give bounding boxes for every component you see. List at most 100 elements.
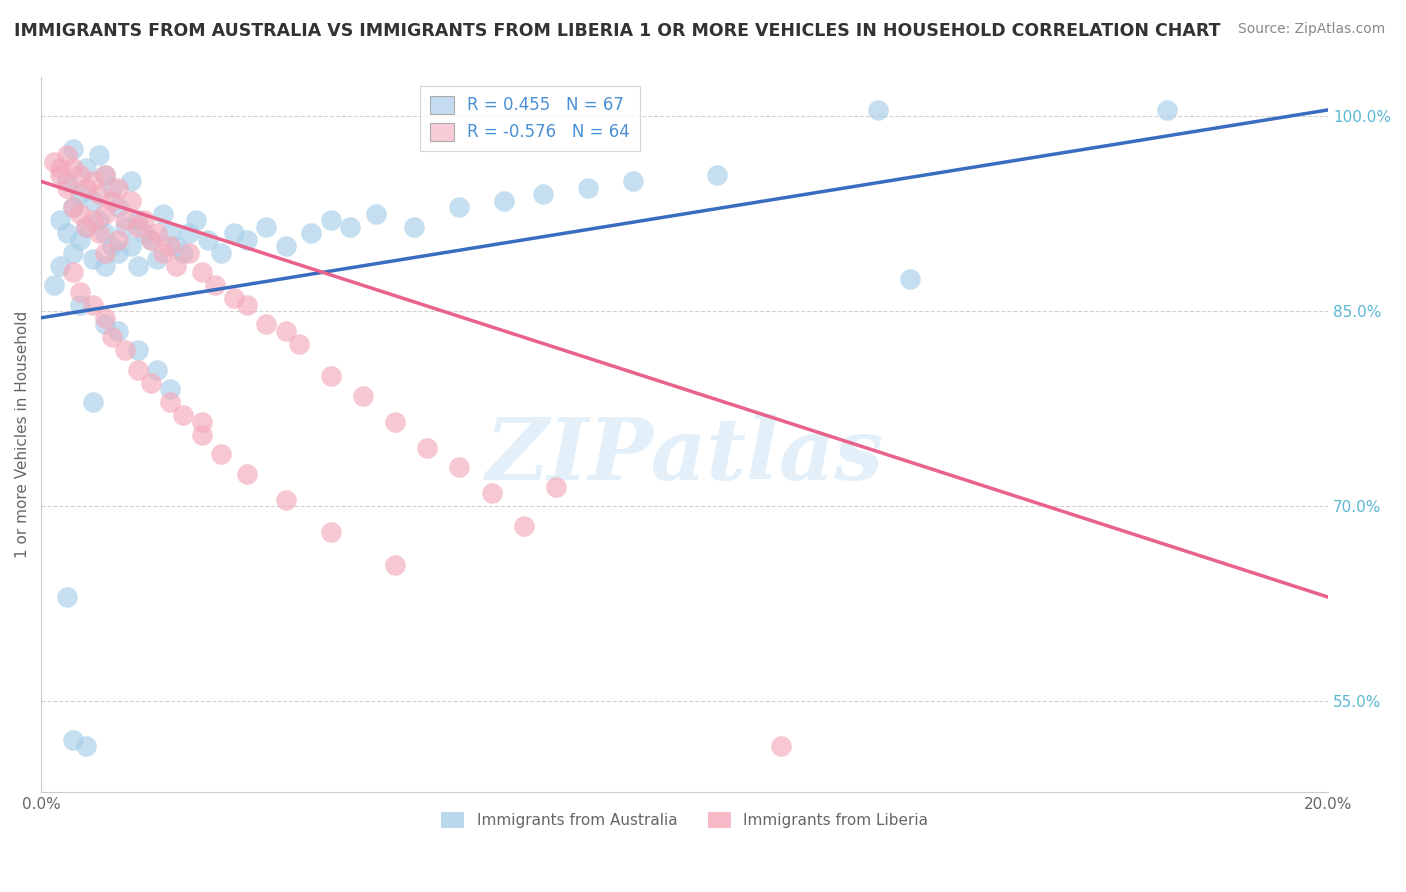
Point [513,518,536,533]
Point [101,181,124,195]
Point [159,395,181,409]
Point [191,415,214,429]
Point [101,194,124,208]
Point [56,590,79,604]
Point [101,239,124,253]
Point [274,492,297,507]
Point [319,369,342,384]
Point [107,233,129,247]
Point [236,233,259,247]
Point [179,245,201,260]
Point [82,174,104,188]
Point [114,213,136,227]
Point [165,239,187,253]
Point [1156,103,1178,117]
Point [364,207,387,221]
Point [209,447,232,461]
Point [56,148,79,162]
Point [94,207,117,221]
Point [179,227,201,241]
Point [197,233,219,247]
Point [287,336,309,351]
Point [209,245,232,260]
Point [146,227,169,241]
Point [114,343,136,358]
Point [319,525,342,540]
Point [224,291,246,305]
Point [531,187,554,202]
Point [87,227,110,241]
Point [319,213,342,227]
Point [236,298,259,312]
Point [494,194,516,208]
Point [94,245,117,260]
Point [224,227,246,241]
Text: Source: ZipAtlas.com: Source: ZipAtlas.com [1237,22,1385,37]
Point [69,233,91,247]
Point [416,441,439,455]
Point [94,168,117,182]
Point [159,239,181,253]
Point [82,395,104,409]
Point [132,227,155,241]
Point [352,389,374,403]
Point [139,233,162,247]
Point [107,324,129,338]
Point [87,187,110,202]
Legend: Immigrants from Australia, Immigrants from Liberia: Immigrants from Australia, Immigrants fr… [436,806,934,834]
Point [82,213,104,227]
Point [404,219,426,234]
Point [127,219,149,234]
Point [152,245,174,260]
Point [236,467,259,481]
Point [120,174,142,188]
Point [127,259,149,273]
Point [770,739,793,754]
Point [274,324,297,338]
Point [94,227,117,241]
Point [159,227,181,241]
Point [62,200,84,214]
Point [146,252,169,267]
Point [449,200,471,214]
Point [56,181,79,195]
Point [114,219,136,234]
Text: IMMIGRANTS FROM AUSTRALIA VS IMMIGRANTS FROM LIBERIA 1 OR MORE VEHICLES IN HOUSE: IMMIGRANTS FROM AUSTRALIA VS IMMIGRANTS … [14,22,1220,40]
Point [69,298,91,312]
Point [299,227,322,241]
Point [449,460,471,475]
Point [621,174,644,188]
Point [184,213,207,227]
Point [120,239,142,253]
Point [146,363,169,377]
Point [576,181,599,195]
Point [132,213,155,227]
Point [82,194,104,208]
Point [87,148,110,162]
Point [82,298,104,312]
Point [69,187,91,202]
Point [165,259,187,273]
Point [254,219,277,234]
Point [107,181,129,195]
Point [75,161,97,176]
Point [62,245,84,260]
Point [866,103,889,117]
Point [107,200,129,214]
Point [384,415,406,429]
Point [62,161,84,176]
Point [56,174,79,188]
Point [62,200,84,214]
Point [191,265,214,279]
Point [339,219,361,234]
Point [384,558,406,572]
Point [127,213,149,227]
Point [75,219,97,234]
Point [94,318,117,332]
Point [69,285,91,299]
Point [94,310,117,325]
Point [69,207,91,221]
Point [481,486,503,500]
Point [75,181,97,195]
Point [42,278,65,293]
